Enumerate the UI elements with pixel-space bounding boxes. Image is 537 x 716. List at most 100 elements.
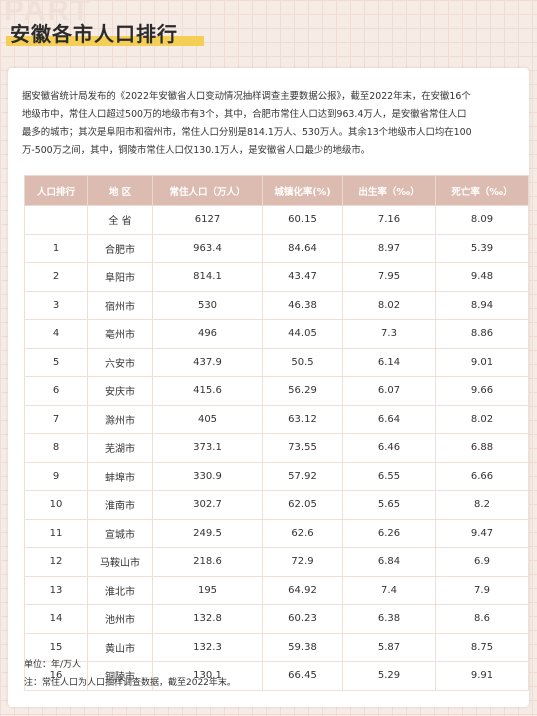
table-cell: 62.6 bbox=[262, 518, 343, 548]
table-cell: 57.92 bbox=[262, 461, 343, 491]
notes: 单位：年/万人注：常住人口为人口抽样调查数据，截至2022年末。 bbox=[24, 656, 236, 692]
table-cell: 1 bbox=[24, 233, 88, 263]
note: 注：常住人口为人口抽样调查数据，截至2022年末。 bbox=[24, 678, 236, 688]
watermark: PART bbox=[4, 0, 92, 27]
table-cell: 6.84 bbox=[342, 547, 436, 577]
intro-line: 万-500万之间，其中，铜陵市常住人口仅130.1万人，是安徽省人口最少的地级市… bbox=[22, 145, 371, 156]
table-cell: 6 bbox=[24, 376, 88, 406]
table-cell: 9.47 bbox=[435, 518, 529, 548]
table-cell bbox=[24, 205, 88, 235]
table-cell: 84.64 bbox=[262, 233, 343, 263]
table-cell: 铜陵市 bbox=[87, 661, 153, 691]
table-cell: 6.88 bbox=[435, 433, 529, 463]
table-row: 5 六安市 437.9 50.5 6.14 9.01 bbox=[24, 347, 529, 377]
table-row: 7 滁州市 405 63.12 6.64 8.02 bbox=[24, 404, 529, 434]
table-cell: 蚌埠市 bbox=[87, 461, 153, 491]
table-cell: 15 bbox=[24, 632, 88, 662]
table-cell: 2 bbox=[24, 262, 88, 292]
table-cell: 373.1 bbox=[152, 433, 263, 463]
table-cell: 8.09 bbox=[435, 205, 529, 235]
table-cell: 6.38 bbox=[342, 604, 436, 634]
table-cell: 6.26 bbox=[342, 518, 436, 548]
table-cell: 6.55 bbox=[342, 461, 436, 491]
column-header: 出生率（‰） bbox=[342, 175, 436, 206]
column-header: 死亡率（‰） bbox=[435, 175, 529, 206]
table-cell: 530 bbox=[152, 290, 263, 320]
table-cell: 8.94 bbox=[435, 290, 529, 320]
column-header: 人口排行 bbox=[24, 175, 88, 206]
title-highlight bbox=[6, 36, 204, 46]
table-cell: 9 bbox=[24, 461, 88, 491]
table-row: 8 芜湖市 373.1 73.55 6.46 6.88 bbox=[24, 433, 529, 463]
table-cell: 全 省 bbox=[87, 205, 153, 235]
table-cell: 4 bbox=[24, 319, 88, 349]
table-cell: 8.6 bbox=[435, 604, 529, 634]
table-cell: 6127 bbox=[152, 205, 263, 235]
table-cell: 415.6 bbox=[152, 376, 263, 406]
table-cell: 963.4 bbox=[152, 233, 263, 263]
table-cell: 5.65 bbox=[342, 490, 436, 520]
table-cell: 62.05 bbox=[262, 490, 343, 520]
table-cell: 8.75 bbox=[435, 632, 529, 662]
table-cell: 66.45 bbox=[262, 661, 343, 691]
table-cell: 宣城市 bbox=[87, 518, 153, 548]
table-cell: 59.38 bbox=[262, 632, 343, 662]
table-cell: 3 bbox=[24, 290, 88, 320]
table-cell: 7.16 bbox=[342, 205, 436, 235]
table-cell: 滁州市 bbox=[87, 404, 153, 434]
table-cell: 安庆市 bbox=[87, 376, 153, 406]
table-cell: 淮南市 bbox=[87, 490, 153, 520]
table-cell: 黄山市 bbox=[87, 632, 153, 662]
table-cell: 11 bbox=[24, 518, 88, 548]
table-cell: 9.66 bbox=[435, 376, 529, 406]
table-cell: 8.2 bbox=[435, 490, 529, 520]
column-header: 地 区 bbox=[87, 175, 153, 206]
table-cell: 73.55 bbox=[262, 433, 343, 463]
table-row: 10 淮南市 302.7 62.05 5.65 8.2 bbox=[24, 490, 529, 520]
header-row: 人口排行地 区常住人口（万人） 城镇化率(%) 出生率（‰） 死亡率（‰） bbox=[24, 175, 529, 206]
table-cell: 7 bbox=[24, 404, 88, 434]
note: 单位：年/万人 bbox=[24, 660, 82, 670]
table-cell: 5.87 bbox=[342, 632, 436, 662]
table-cell: 56.29 bbox=[262, 376, 343, 406]
table-row: 3 宿州市 530 46.38 8.02 8.94 bbox=[24, 290, 529, 320]
table-row: 4 亳州市 496 44.05 7.3 8.86 bbox=[24, 319, 529, 349]
table-row: 12 马鞍山市 218.6 72.9 6.84 6.9 bbox=[24, 547, 529, 577]
table-cell: 宿州市 bbox=[87, 290, 153, 320]
table-cell: 7.9 bbox=[435, 575, 529, 605]
table-row: 1 合肥市 963.4 84.64 8.97 5.39 bbox=[24, 233, 529, 263]
table-row: 15 黄山市 132.3 59.38 5.87 8.75 bbox=[24, 632, 529, 662]
intro: 据安徽省统计局发布的《2022年安徽省人口变动情况抽样调查主要数据公报》，截至2… bbox=[22, 88, 472, 160]
table-cell: 7.3 bbox=[342, 319, 436, 349]
table-cell: 72.9 bbox=[262, 547, 343, 577]
table-cell: 5.39 bbox=[435, 233, 529, 263]
table-cell: 60.23 bbox=[262, 604, 343, 634]
table-cell: 合肥市 bbox=[87, 233, 153, 263]
table-cell: 13 bbox=[24, 575, 88, 605]
intro-line: 据安徽省统计局发布的《2022年安徽省人口变动情况抽样调查主要数据公报》，截至2… bbox=[22, 91, 471, 102]
table-cell: 437.9 bbox=[152, 347, 263, 377]
table-cell: 6.9 bbox=[435, 547, 529, 577]
population-table: 人口排行地 区常住人口（万人） 城镇化率(%) 出生率（‰） 死亡率（‰）全 省 612… bbox=[24, 175, 529, 691]
intro-line: 地级市中，常住人口超过500万的地级市有3个，其中，合肥市常住人口达到963.4… bbox=[22, 109, 467, 120]
table-cell: 16 bbox=[24, 661, 88, 691]
table-cell: 12 bbox=[24, 547, 88, 577]
table-cell: 5 bbox=[24, 347, 88, 377]
column-header: 常住人口（万人） bbox=[152, 175, 263, 206]
table-cell: 7.4 bbox=[342, 575, 436, 605]
table-cell: 亳州市 bbox=[87, 319, 153, 349]
table-cell: 8.02 bbox=[342, 290, 436, 320]
table-cell: 9.48 bbox=[435, 262, 529, 292]
table-row: 14 池州市 132.8 60.23 6.38 8.6 bbox=[24, 604, 529, 634]
column-header: 城镇化率(%) bbox=[262, 175, 343, 206]
table-cell: 64.92 bbox=[262, 575, 343, 605]
table-cell: 6.64 bbox=[342, 404, 436, 434]
table-cell: 六安市 bbox=[87, 347, 153, 377]
table-cell: 6.66 bbox=[435, 461, 529, 491]
table-cell: 5.29 bbox=[342, 661, 436, 691]
table-cell: 6.46 bbox=[342, 433, 436, 463]
table-cell: 8.02 bbox=[435, 404, 529, 434]
table-row: 全 省 6127 60.15 7.16 8.09 bbox=[24, 205, 529, 235]
table-row: 2 阜阳市 814.1 43.47 7.95 9.48 bbox=[24, 262, 529, 292]
